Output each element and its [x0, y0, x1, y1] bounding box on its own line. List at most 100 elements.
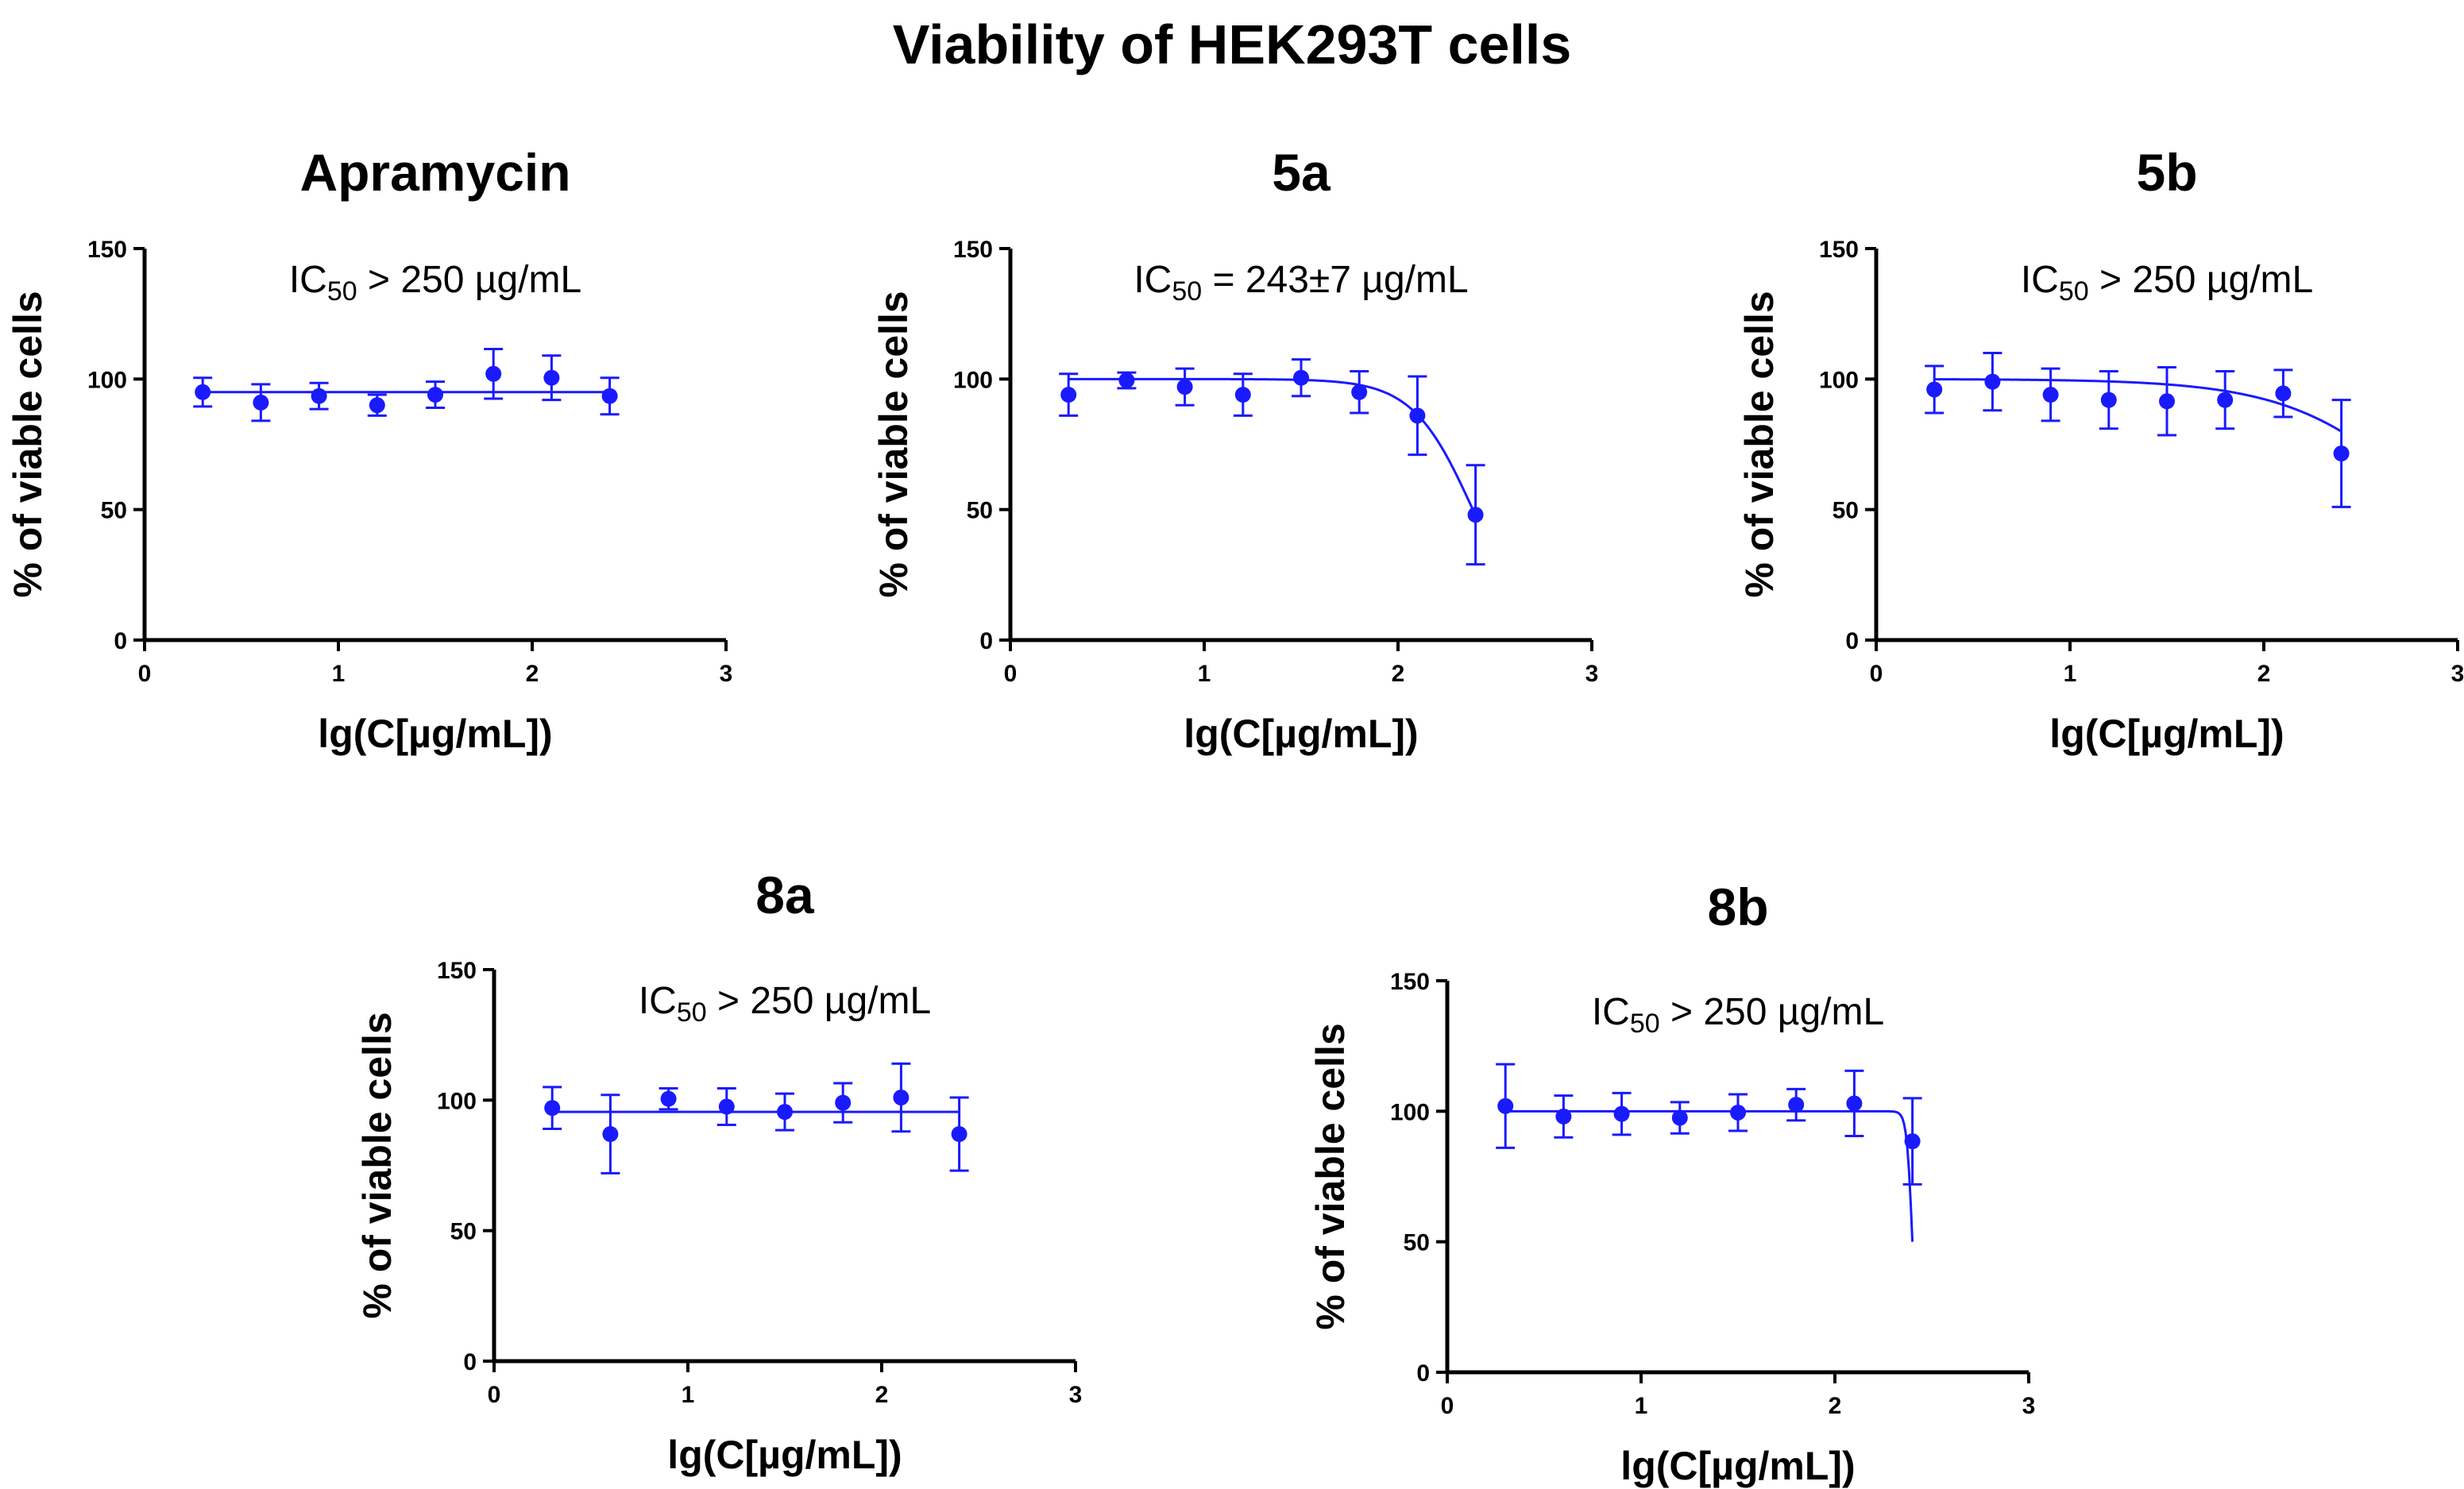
- data-point: [427, 387, 443, 403]
- ic50-annotation: IC50 > 250 µg/mL: [639, 980, 931, 1028]
- ic50-subscript: 50: [1630, 1009, 1660, 1039]
- x-tick-label: 1: [682, 1382, 695, 1408]
- y-axis-label: % of viable cells: [871, 291, 916, 597]
- y-tick-label: 150: [1390, 969, 1430, 995]
- data-point: [777, 1104, 793, 1121]
- x-tick-label: 2: [1392, 661, 1405, 687]
- y-tick-label: 150: [87, 237, 127, 263]
- y-axis-label: % of viable cells: [355, 1012, 400, 1318]
- x-tick-label: 2: [1829, 1393, 1842, 1419]
- ic50-subscript: 50: [2059, 276, 2089, 307]
- ic50-suffix: > 250 µg/mL: [707, 980, 932, 1022]
- x-tick-label: 3: [1069, 1382, 1083, 1408]
- y-axis-label: % of viable cells: [6, 291, 50, 597]
- x-axis-label: lg(C[µg/mL]): [318, 712, 552, 756]
- y-tick-label: 50: [1404, 1230, 1430, 1256]
- data-point: [601, 388, 618, 404]
- ic50-suffix: > 250 µg/mL: [1660, 991, 1885, 1033]
- data-point: [1118, 372, 1135, 388]
- data-point: [1788, 1097, 1805, 1113]
- y-tick-label: 0: [463, 1349, 477, 1375]
- panel-title: 8b: [1707, 878, 1768, 936]
- ic50-subscript: 50: [327, 276, 357, 307]
- x-tick-label: 1: [332, 661, 346, 687]
- chart-panel-2: 5a 0 1 2 3 0 50 100 150 lg(C[µg/mL]) % of viable c…: [871, 143, 1598, 756]
- data-point: [369, 397, 385, 414]
- panel-title: Apramycin: [299, 143, 570, 202]
- x-tick-label: 0: [138, 661, 152, 687]
- data-point: [1351, 384, 1368, 400]
- ic50-prefix: IC: [1592, 991, 1630, 1033]
- data-point: [311, 388, 327, 404]
- ic50-prefix: IC: [1134, 259, 1172, 301]
- chart-panel-5: 8b 0 1 2 3 0 50 100 150 lg(C[µg/mL]) % of viable c…: [1308, 878, 2035, 1488]
- ic50-prefix: IC: [639, 980, 677, 1022]
- data-point: [485, 365, 502, 382]
- y-tick-label: 150: [437, 958, 477, 984]
- fit-curve: [1934, 378, 2342, 433]
- y-tick-label: 100: [1390, 1099, 1430, 1125]
- data-point: [1926, 381, 1943, 398]
- figure-title: Viability of HEK293T cells: [893, 14, 1572, 75]
- ic50-subscript: 50: [677, 997, 707, 1028]
- data-point: [1730, 1104, 1746, 1121]
- ic50-annotation: IC50 = 243±7 µg/mL: [1134, 259, 1468, 307]
- y-tick-label: 0: [1416, 1360, 1430, 1387]
- x-tick-label: 1: [1198, 661, 1211, 687]
- y-axis-label: % of viable cells: [1737, 291, 1782, 597]
- data-point: [1176, 379, 1193, 395]
- data-point: [2100, 392, 2117, 408]
- data-point: [1613, 1105, 1630, 1122]
- x-tick-label: 3: [720, 661, 733, 687]
- data-point: [660, 1090, 677, 1107]
- x-axis-label: lg(C[µg/mL]): [1184, 712, 1418, 756]
- ic50-prefix: IC: [2021, 259, 2059, 301]
- data-point: [951, 1126, 967, 1143]
- ic50-annotation: IC50 > 250 µg/mL: [1592, 991, 1884, 1039]
- data-point: [602, 1126, 619, 1143]
- ic50-suffix: > 250 µg/mL: [357, 259, 582, 301]
- x-tick-label: 3: [2022, 1393, 2036, 1419]
- ic50-prefix: IC: [289, 259, 327, 301]
- y-tick-label: 50: [101, 498, 127, 524]
- panel-title: 5b: [2136, 143, 2197, 202]
- data-point: [1409, 407, 1426, 424]
- data-point: [1904, 1133, 1921, 1150]
- data-point: [2042, 387, 2059, 403]
- y-tick-label: 0: [979, 628, 993, 654]
- x-tick-label: 2: [875, 1382, 889, 1408]
- data-point: [718, 1098, 735, 1115]
- y-axis-label: % of viable cells: [1308, 1023, 1353, 1329]
- x-tick-label: 1: [1635, 1393, 1648, 1419]
- data-point: [835, 1094, 852, 1111]
- panel-title: 8a: [755, 866, 815, 924]
- y-tick-label: 100: [1819, 367, 1859, 393]
- data-point: [253, 394, 269, 411]
- x-tick-label: 0: [488, 1382, 501, 1408]
- y-tick-label: 150: [953, 237, 993, 263]
- ic50-suffix: > 250 µg/mL: [2089, 259, 2314, 301]
- data-point: [1984, 373, 2001, 390]
- chart-panel-1: Apramycin 0 1 2 3 0 50 100 150 lg(C[µg/mL]) % of v…: [6, 143, 732, 756]
- data-point: [2275, 385, 2292, 402]
- y-tick-label: 50: [967, 498, 993, 524]
- fit-curve: [1068, 377, 1477, 516]
- y-tick-label: 0: [114, 628, 127, 654]
- x-axis-label: lg(C[µg/mL]): [1620, 1444, 1855, 1488]
- data-point: [1846, 1095, 1863, 1112]
- ic50-annotation: IC50 > 250 µg/mL: [289, 259, 581, 307]
- x-tick-label: 2: [526, 661, 539, 687]
- data-point: [543, 369, 560, 386]
- x-tick-label: 3: [1585, 661, 1599, 687]
- data-point: [1671, 1109, 1688, 1126]
- y-tick-label: 0: [1845, 628, 1859, 654]
- x-tick-label: 0: [1870, 661, 1883, 687]
- data-point: [1060, 387, 1077, 403]
- data-point: [2217, 392, 2234, 408]
- data-point: [1497, 1097, 1514, 1114]
- chart-panel-4: 8a 0 1 2 3 0 50 100 150 lg(C[µg/mL]) % of viable c…: [355, 866, 1082, 1477]
- data-point: [893, 1090, 910, 1106]
- x-tick-label: 1: [2064, 661, 2077, 687]
